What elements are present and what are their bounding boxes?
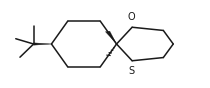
Text: S: S xyxy=(128,66,134,76)
Polygon shape xyxy=(105,31,117,44)
Text: O: O xyxy=(127,12,135,22)
Polygon shape xyxy=(34,43,51,45)
